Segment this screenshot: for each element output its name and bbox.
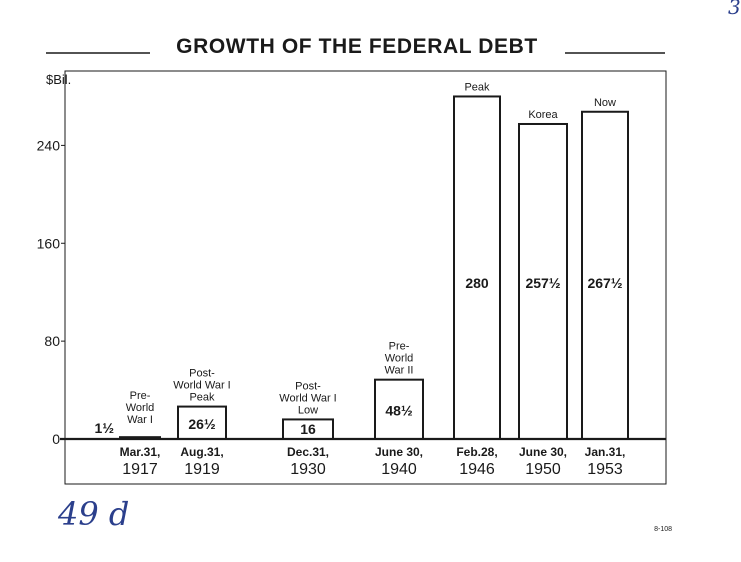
category-year-label: 1930 (290, 461, 326, 478)
y-tick-label: 160 (37, 235, 61, 251)
y-axis-label: $Bil. (46, 72, 71, 87)
category-date-label: Jan.31, (585, 445, 626, 459)
chart-title: GROWTH OF THE FEDERAL DEBT (176, 35, 538, 58)
category-date-label: June 30, (375, 445, 423, 459)
category-date-label: Feb.28, (456, 445, 497, 459)
bar-annotation: World War I (279, 392, 336, 404)
category-year-label: 1919 (184, 461, 220, 478)
bar-annotation: Peak (189, 392, 215, 404)
bar-annotation: World (126, 402, 155, 414)
bar-value-label: 267½ (587, 275, 622, 291)
bar (581, 110, 629, 440)
bar-annotation: Korea (528, 109, 558, 121)
bar-annotation: Low (298, 404, 318, 416)
y-axis: 0 80 160 240 (37, 137, 65, 447)
bar-value-label: 26½ (188, 416, 216, 432)
category-date-label: Mar.31, (120, 445, 161, 459)
bar-annotation: Pre- (130, 390, 151, 402)
plot-frame (64, 70, 667, 485)
bar-annotation: Peak (464, 81, 490, 93)
bar (177, 405, 227, 440)
bar-value-label: 257½ (525, 275, 560, 291)
bar-annotation: Now (594, 97, 616, 109)
handwritten-note: 49 d (57, 495, 129, 533)
y-tick-label: 80 (44, 333, 60, 349)
category-year-label: 1953 (587, 461, 623, 478)
bar (374, 378, 424, 440)
category-year-label: 1917 (122, 461, 158, 478)
bar-value-label: 1½ (95, 420, 115, 436)
category-year-label: 1950 (525, 461, 561, 478)
bar-annotation: World (385, 353, 414, 365)
category-date-label: Dec.31, (287, 445, 329, 459)
bar-annotation: Post- (189, 368, 215, 380)
bar-value-label: 280 (465, 275, 489, 291)
y-tick-label: 240 (37, 137, 61, 153)
y-tick-label: 0 (52, 431, 60, 447)
document-code: 8-108 (654, 526, 672, 533)
category-year-label: 1946 (459, 461, 495, 478)
bar (518, 122, 568, 440)
category-year-label: 1940 (381, 461, 417, 478)
category-date-label: June 30, (519, 445, 567, 459)
corner-mark: 3 (728, 0, 741, 19)
bar-value-label: 48½ (385, 402, 413, 418)
bar (453, 95, 501, 440)
bar-value-label: 16 (300, 421, 316, 437)
category-date-label: Aug.31, (180, 445, 223, 459)
bar-annotation: War I (127, 414, 153, 426)
bar-annotation: Pre- (389, 341, 410, 353)
bar-annotation: War II (385, 365, 414, 377)
bar-annotation: World War I (173, 380, 230, 392)
bar-annotation: Post- (295, 380, 321, 392)
